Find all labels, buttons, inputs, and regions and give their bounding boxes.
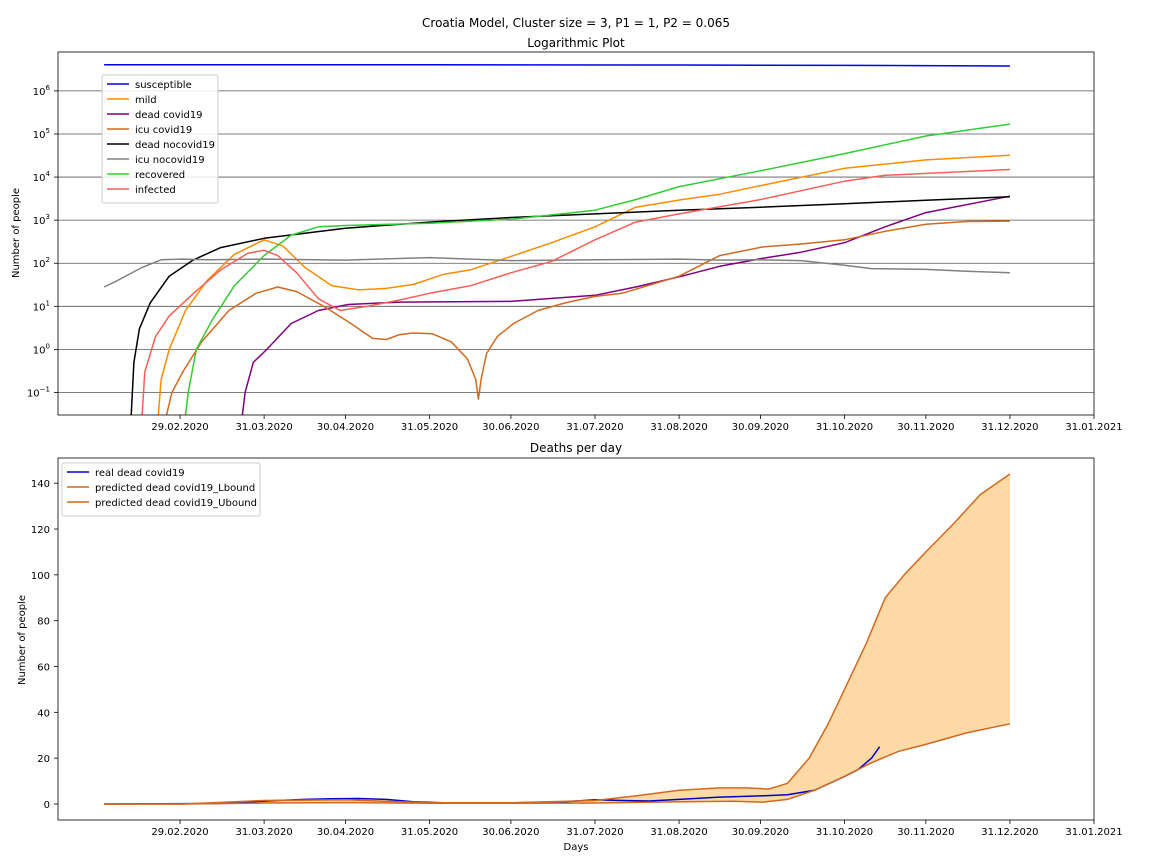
deaths-chart-series bbox=[104, 473, 1011, 805]
y-tick-label: 106 bbox=[33, 84, 51, 98]
deaths-chart-legend: real dead covid19 predicted dead covid19_… bbox=[61, 462, 261, 517]
series-line-mild bbox=[157, 154, 1010, 416]
log-chart-y-label: Number of people bbox=[11, 188, 22, 278]
y-tick-label: 105 bbox=[33, 127, 50, 141]
y-tick-label: 140 bbox=[31, 479, 50, 490]
legend-box bbox=[61, 462, 261, 517]
series-line-recovered bbox=[184, 123, 1011, 416]
series-line-icu-covid19 bbox=[165, 220, 1010, 416]
series-line-dead-covid19 bbox=[241, 195, 1011, 416]
deaths-chart-x-label: Days bbox=[564, 842, 589, 853]
x-tick-label: 30.06.2020 bbox=[482, 827, 539, 838]
x-tick-label: 30.11.2020 bbox=[897, 422, 954, 433]
x-tick-label: 31.03.2020 bbox=[235, 422, 292, 433]
deaths-chart-frame bbox=[57, 457, 1095, 821]
x-tick-label: 29.02.2020 bbox=[151, 827, 208, 838]
series-line-real-dead-covid19 bbox=[104, 746, 881, 805]
series-line-susceptible bbox=[104, 63, 1010, 67]
y-tick-label: 101 bbox=[33, 299, 50, 313]
y-tick-label: 100 bbox=[33, 342, 50, 356]
x-tick-label: 29.02.2020 bbox=[151, 422, 208, 433]
y-tick-label: 103 bbox=[33, 213, 50, 227]
y-tick-label: 102 bbox=[33, 256, 50, 270]
x-tick-label: 31.03.2020 bbox=[235, 827, 292, 838]
x-tick-label: 30.04.2020 bbox=[317, 422, 374, 433]
y-tick-label: 120 bbox=[31, 525, 50, 536]
log-chart-y-ticks: 10−1 100 101 102 103 104 105 106 bbox=[27, 84, 58, 399]
log-chart-frame bbox=[57, 51, 1095, 416]
x-tick-label: 31.01.2021 bbox=[1065, 827, 1122, 838]
x-tick-label: 31.05.2020 bbox=[401, 422, 458, 433]
x-tick-label: 31.05.2020 bbox=[401, 827, 458, 838]
legend-box bbox=[101, 74, 219, 204]
legend-label: dead covid19 bbox=[135, 110, 203, 121]
log-chart-x-ticks: 29.02.2020 31.03.2020 30.04.2020 31.05.2020… bbox=[151, 415, 1123, 433]
log-chart-legend: susceptible mild dead covid19 icu covid19 de… bbox=[101, 74, 219, 204]
x-tick-label: 31.12.2020 bbox=[981, 422, 1038, 433]
legend-label: dead nocovid19 bbox=[135, 140, 215, 151]
x-tick-label: 30.04.2020 bbox=[317, 827, 374, 838]
legend-label: predicted dead covid19_Lbound bbox=[95, 483, 255, 494]
series-line-icu-nocovid19 bbox=[103, 256, 1010, 288]
log-chart-series bbox=[103, 63, 1011, 416]
x-tick-label: 31.01.2021 bbox=[1065, 422, 1122, 433]
x-tick-label: 30.11.2020 bbox=[897, 827, 954, 838]
legend-label: mild bbox=[135, 95, 157, 106]
deaths-chart-y-ticks: 0 20 40 60 80 100 120 140 bbox=[31, 479, 58, 811]
deaths-chart-title: Deaths per day bbox=[530, 441, 622, 455]
legend-label: recovered bbox=[135, 170, 185, 181]
x-tick-label: 31.08.2020 bbox=[650, 827, 707, 838]
legend-label: icu covid19 bbox=[135, 125, 192, 136]
x-tick-label: 31.07.2020 bbox=[566, 827, 623, 838]
y-tick-label: 0 bbox=[44, 800, 50, 811]
deaths-chart-y-label: Number of people bbox=[17, 595, 28, 685]
deaths-chart-x-ticks: 29.02.2020 31.03.2020 30.04.2020 31.05.2020… bbox=[151, 820, 1123, 838]
y-tick-label: 10−1 bbox=[27, 385, 50, 399]
x-tick-label: 31.12.2020 bbox=[981, 827, 1038, 838]
y-tick-label: 100 bbox=[31, 571, 50, 582]
y-tick-label: 104 bbox=[33, 170, 51, 184]
legend-label: infected bbox=[135, 185, 176, 196]
x-tick-label: 31.10.2020 bbox=[816, 422, 873, 433]
legend-label: icu nocovid19 bbox=[135, 155, 205, 166]
x-tick-label: 31.08.2020 bbox=[650, 422, 707, 433]
y-tick-label: 20 bbox=[37, 754, 50, 765]
series-line-dead-nocovid19 bbox=[130, 195, 1010, 416]
series-line-predicted-dead-covid19-lbound bbox=[104, 723, 1011, 805]
x-tick-label: 30.09.2020 bbox=[732, 827, 789, 838]
figure-suptitle: Croatia Model, Cluster size = 3, P1 = 1,… bbox=[422, 16, 730, 30]
x-tick-label: 30.06.2020 bbox=[482, 422, 539, 433]
log-chart-title: Logarithmic Plot bbox=[527, 36, 625, 50]
series-line-infected bbox=[141, 168, 1010, 416]
x-tick-label: 30.09.2020 bbox=[732, 422, 789, 433]
legend-label: susceptible bbox=[135, 80, 192, 91]
x-tick-label: 31.07.2020 bbox=[566, 422, 623, 433]
y-tick-label: 40 bbox=[37, 708, 50, 719]
log-chart: Logarithmic Plot 29.02.2020 31.03.2020 30.… bbox=[11, 36, 1123, 433]
legend-label: real dead covid19 bbox=[95, 468, 185, 479]
y-tick-label: 60 bbox=[37, 662, 50, 673]
legend-label: predicted dead covid19_Ubound bbox=[95, 498, 257, 509]
deaths-chart: Deaths per day 29.02.2020 31.03.2020 30.04… bbox=[17, 441, 1123, 853]
x-tick-label: 31.10.2020 bbox=[816, 827, 873, 838]
y-tick-label: 80 bbox=[37, 617, 50, 628]
series-line-predicted-dead-covid19-ubound bbox=[104, 473, 1011, 805]
